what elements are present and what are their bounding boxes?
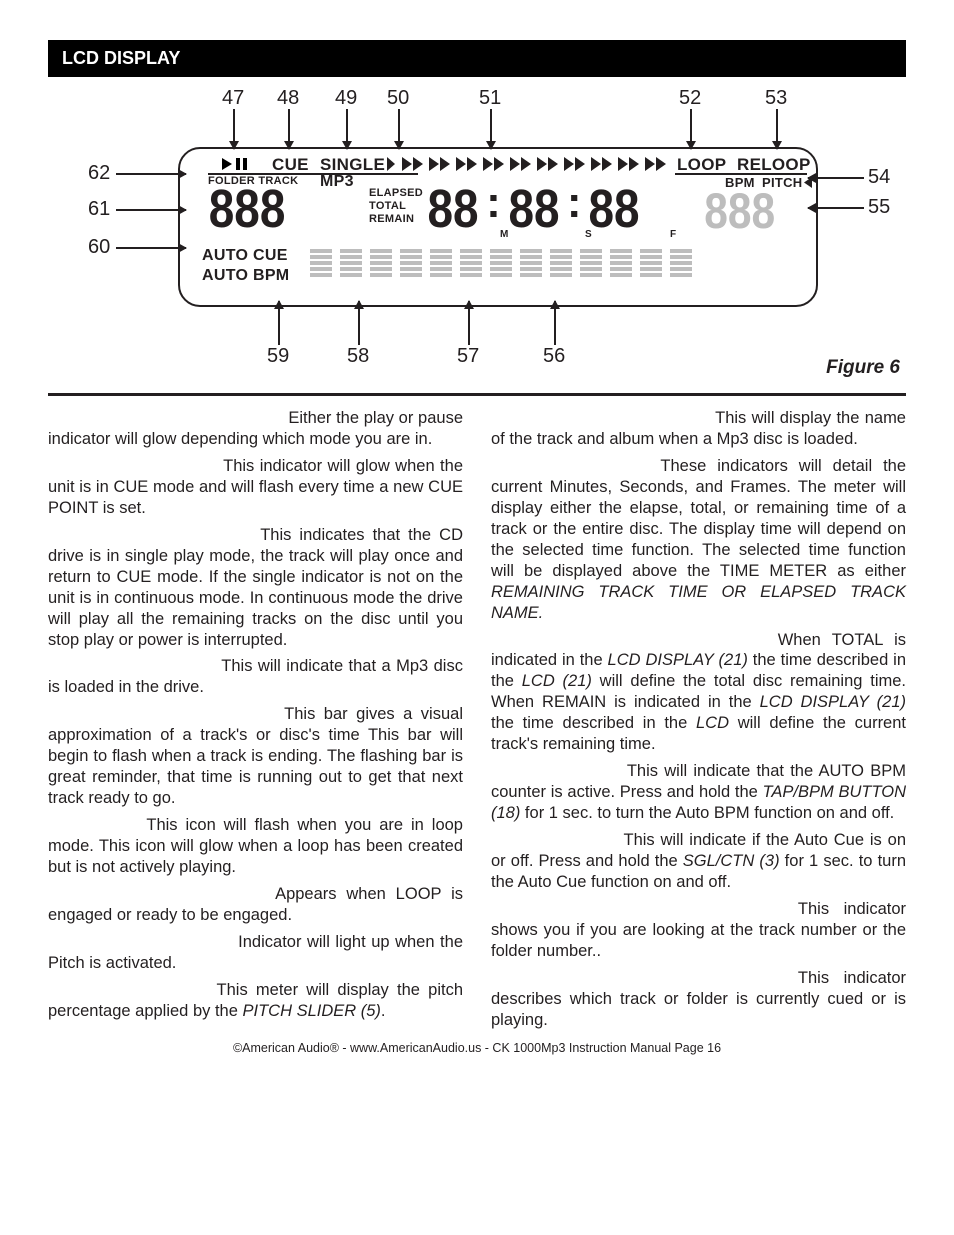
entry-lead: 52. LOOP - [48, 816, 146, 834]
callout-line-62 [116, 173, 186, 175]
callout-line-54 [808, 177, 864, 179]
lcd-track-digits: 888 [202, 187, 292, 231]
entry-text-ital: PITCH SLIDER (5) [242, 1002, 380, 1020]
lcd-total: TOTAL [369, 200, 406, 212]
entry-lead: 47. PLAY/PAUSE INDICATOR - [48, 409, 288, 427]
entry-lead: 55. PITCH METER - [48, 981, 217, 999]
lcd-remain: REMAIN [369, 213, 414, 225]
lcd-m: M [500, 229, 508, 240]
section-title: LCD DISPLAY [62, 48, 180, 68]
callout-line-58 [358, 301, 360, 345]
entry-54: 54. PITCH INDICATOR - Indicator will lig… [48, 932, 463, 974]
lcd-ffwd-bar [402, 157, 669, 171]
entry-55: 55. PITCH METER - This meter will displa… [48, 980, 463, 1022]
lcd-mp3: MP3 [320, 173, 354, 191]
callout-47: 47 [222, 87, 244, 110]
entry-53: 53. RELOOP INDICATOR - Appears when LOOP… [48, 884, 463, 926]
entry-60: 60. AUTO CUE - This will indicate if the… [491, 830, 906, 893]
entry-lead: 53. RELOOP INDICATOR - [48, 885, 275, 903]
callout-52: 52 [679, 87, 701, 110]
callout-line-51 [490, 109, 492, 149]
entry-52: 52. LOOP - This icon will flash when you… [48, 815, 463, 878]
entry-lead: 48. CUE INDICATOR - [48, 457, 223, 475]
entry-48: 48. CUE INDICATOR - This indicator will … [48, 456, 463, 519]
callout-line-57 [468, 301, 470, 345]
lcd-auto-bpm: AUTO BPM [202, 267, 289, 285]
lcd-play-pause-icon [222, 157, 252, 173]
lcd-cue: CUE [272, 155, 309, 175]
callout-51: 51 [479, 87, 501, 110]
callout-line-60 [116, 247, 186, 249]
entry-58: 58. TOTAL/REMAIN INDICATOR - When TOTAL … [491, 630, 906, 756]
entry-text: This indicates that the CD drive is in s… [48, 526, 463, 649]
entry-lead: 62. TRACK/FOLDER INDICATOR - [491, 969, 798, 987]
figure-6: CUE SINGLE LOOP RELOOP FOLDER TRACK MP3 … [48, 87, 906, 387]
lcd-progress-bar [310, 249, 692, 277]
callout-57: 57 [457, 345, 479, 368]
callout-49: 49 [335, 87, 357, 110]
entry-lead: 59. AUTO BPM - [491, 762, 627, 780]
callout-line-52 [690, 109, 692, 149]
entry-lead: 54. PITCH INDICATOR - [48, 933, 238, 951]
callout-54: 54 [868, 166, 890, 189]
lcd-single: SINGLE [320, 155, 385, 175]
callout-line-48 [288, 109, 290, 149]
entry-47: 47. PLAY/PAUSE INDICATOR - Either the pl… [48, 408, 463, 450]
lcd-loop: LOOP [677, 155, 726, 175]
entry-lead: 56. CHARACTER DISPLAY - [491, 409, 715, 427]
page-footer: ©American Audio® - www.AmericanAudio.us … [48, 1041, 906, 1055]
entry-lead: 50. Mp3 INDICATOR - [48, 657, 221, 675]
entry-lead: 51. TIME BAR INDICATOR - [48, 705, 284, 723]
entry-56: 56. CHARACTER DISPLAY - This will displa… [491, 408, 906, 450]
entry-49: 49. SINGLE INDICATOR - This indicates th… [48, 525, 463, 651]
figure-rule [48, 393, 906, 396]
callout-line-49 [346, 109, 348, 149]
callout-53: 53 [765, 87, 787, 110]
callout-50: 50 [387, 87, 409, 110]
callout-line-50 [398, 109, 400, 149]
callout-48: 48 [277, 87, 299, 110]
figure-label: Figure 6 [826, 357, 900, 383]
lcd-reloop: RELOOP [737, 155, 811, 175]
callout-line-47 [233, 109, 235, 149]
entry-text-ital: REMAINING TRACK TIME OR ELAPSED TRACK NA… [491, 583, 906, 622]
entry-51: 51. TIME BAR INDICATOR - This bar gives … [48, 704, 463, 809]
entry-57: 57. TIME METER - These indicators will d… [491, 456, 906, 624]
callout-56: 56 [543, 345, 565, 368]
entry-lead: 57. TIME METER - [491, 457, 660, 475]
entry-text-pre: These indicators will detail the current… [491, 457, 906, 580]
entry-lead: 49. SINGLE INDICATOR - [48, 526, 260, 544]
lcd-s: S [585, 229, 592, 240]
lcd-f: F [670, 229, 676, 240]
callout-58: 58 [347, 345, 369, 368]
section-header: LCD DISPLAY [48, 40, 906, 77]
caret-icon [387, 157, 397, 171]
callout-line-55 [808, 207, 864, 209]
entry-50: 50. Mp3 INDICATOR - This will indicate t… [48, 656, 463, 698]
lcd-bpm-digits: 888 [698, 191, 781, 232]
entry-text-post: . [381, 1002, 386, 1020]
entry-lead: 60. AUTO CUE - [491, 831, 624, 849]
entry-59: 59. AUTO BPM - This will indicate that t… [491, 761, 906, 824]
lcd-elapsed: ELAPSED [369, 187, 423, 199]
lcd-panel: CUE SINGLE LOOP RELOOP FOLDER TRACK MP3 … [178, 147, 818, 307]
entry-lead: 58. TOTAL/REMAIN INDICATOR - [491, 631, 778, 649]
callout-59: 59 [267, 345, 289, 368]
callout-line-53 [776, 109, 778, 149]
callout-line-59 [278, 301, 280, 345]
entry-lead: 61. FOLDER/TRACK INDICATOR - [491, 900, 798, 918]
callout-55: 55 [868, 196, 890, 219]
entry-62: 62. TRACK/FOLDER INDICATOR - This indica… [491, 968, 906, 1031]
footer-text: ©American Audio® - www.AmericanAudio.us … [233, 1041, 721, 1055]
callout-line-61 [116, 209, 186, 211]
body-columns: 47. PLAY/PAUSE INDICATOR - Either the pl… [48, 408, 906, 1031]
entry-61: 61. FOLDER/TRACK INDICATOR - This indica… [491, 899, 906, 962]
callout-62: 62 [88, 162, 110, 185]
callout-line-56 [554, 301, 556, 345]
lcd-auto-cue: AUTO CUE [202, 247, 288, 265]
callout-60: 60 [88, 236, 110, 259]
lcd-time-digits: 88 : 88 : 88 [423, 187, 645, 231]
callout-61: 61 [88, 198, 110, 221]
